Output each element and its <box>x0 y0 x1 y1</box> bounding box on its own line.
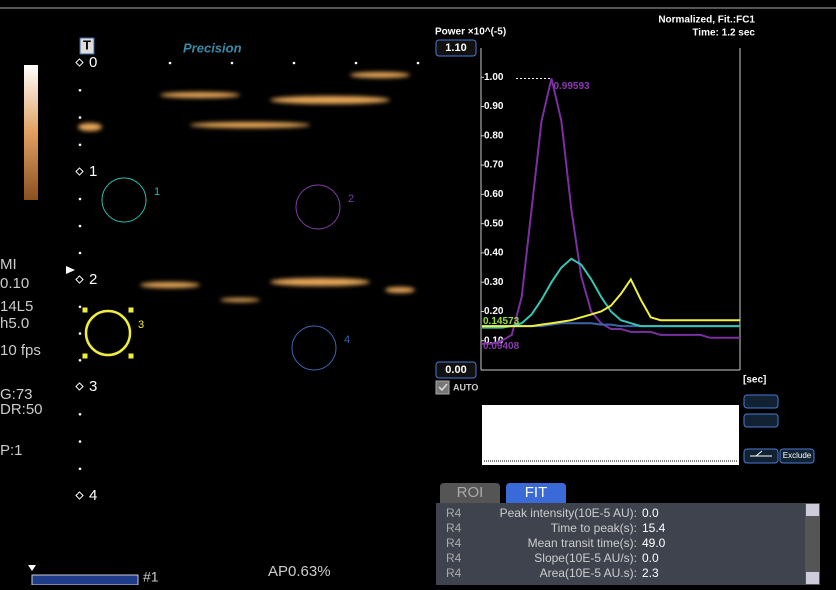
row-label: Mean transit time(s): <box>528 536 637 550</box>
y-tick-label: 0.60 <box>484 189 504 200</box>
row-roi: R4 <box>446 566 462 580</box>
scroll-down[interactable] <box>806 572 819 584</box>
logo: T <box>83 37 91 52</box>
info-text: 14L5 <box>0 298 33 315</box>
y-axis-label: Power ×10^(-5) <box>435 27 506 38</box>
roi-label: 2 <box>348 193 354 205</box>
depth-dot <box>79 467 82 470</box>
auto-checkbox[interactable] <box>436 381 449 394</box>
roi-label: 3 <box>138 319 144 331</box>
info-text: 10 fps <box>0 342 41 359</box>
tab-label: FIT <box>525 484 548 501</box>
exclude-label: Exclude <box>783 451 812 460</box>
roi-handle <box>83 354 88 359</box>
y-tick-label: 0.90 <box>484 101 504 112</box>
annotation: 0.09408 <box>483 341 520 352</box>
row-value: 0.0 <box>642 506 659 520</box>
row-value: 0.0 <box>642 551 659 565</box>
row-value: 15.4 <box>642 521 666 535</box>
row-value: 2.3 <box>642 566 659 580</box>
row-value: 49.0 <box>642 536 666 550</box>
depth-dot <box>293 62 296 65</box>
nav-button[interactable] <box>744 414 778 427</box>
depth-label: 2 <box>89 271 97 288</box>
y-tick-label: 0.30 <box>484 277 504 288</box>
info-text: 0.10 <box>0 275 29 292</box>
roi-handle <box>129 354 134 359</box>
info-text: MI <box>0 256 17 273</box>
info-text: h5.0 <box>0 315 29 332</box>
nav-button[interactable] <box>744 395 778 408</box>
row-roi: R4 <box>446 506 462 520</box>
y-tick-label: 0.70 <box>484 160 504 171</box>
annotation: 0.14573 <box>483 316 520 327</box>
scroll-up[interactable] <box>806 504 819 516</box>
roi-label: 4 <box>344 334 350 346</box>
roi-handle <box>83 308 88 313</box>
y-tick-label: 0.50 <box>484 218 504 229</box>
depth-dot <box>169 62 172 65</box>
info-text: P:1 <box>0 442 23 459</box>
row-roi: R4 <box>446 521 462 535</box>
row-roi: R4 <box>446 536 462 550</box>
preset: Precision <box>183 40 242 55</box>
depth-dot <box>79 89 82 92</box>
depth-label: 0 <box>89 54 97 71</box>
background <box>0 0 836 585</box>
depth-dot <box>79 413 82 416</box>
row-label: Slope(10E-5 AU/s): <box>534 551 637 565</box>
x-axis-label: [sec] <box>743 375 766 386</box>
depth-dot <box>417 62 420 65</box>
clip-label: #1 <box>143 569 159 585</box>
screen: T Precision AP0.63% #1 Power ×10^(-5) No… <box>0 0 836 585</box>
overview-plot <box>482 405 739 465</box>
time-label: Time: 1.2 sec <box>692 28 755 39</box>
depth-label: 4 <box>89 487 97 504</box>
chart-title: Normalized, Fit.:FC1 <box>658 15 755 26</box>
tab-label: ROI <box>457 484 484 501</box>
depth-dot <box>79 440 82 443</box>
info-text: DR:50 <box>0 401 43 418</box>
clip-bar <box>32 575 138 585</box>
row-roi: R4 <box>446 551 462 565</box>
depth-dot <box>355 62 358 65</box>
depth-dot <box>79 198 82 201</box>
auto-label: AUTO <box>453 382 478 392</box>
y-tick-label: 1.00 <box>484 72 504 83</box>
depth-dot <box>231 62 234 65</box>
y-tick-label: 1.10 <box>445 42 466 54</box>
row-label: Peak intensity(10E-5 AU): <box>500 506 637 520</box>
depth-dot <box>79 116 82 119</box>
y-tick-label: 0.80 <box>484 130 504 141</box>
row-label: Area(10E-5 AU.s): <box>540 566 637 580</box>
annotation: 0.99593 <box>553 81 590 92</box>
depth-dot <box>79 225 82 228</box>
y-tick-label: 0.40 <box>484 248 504 259</box>
roi-label: 1 <box>154 186 160 198</box>
depth-dot <box>79 332 82 335</box>
depth-label: 1 <box>89 163 97 180</box>
y-tick-label: 0.00 <box>445 364 466 376</box>
depth-dot <box>79 359 82 362</box>
depth-dot <box>79 252 82 255</box>
depth-dot <box>79 305 82 308</box>
depth-label: 3 <box>89 378 97 395</box>
roi-handle <box>129 308 134 313</box>
ap-value: AP0.63% <box>268 563 331 580</box>
row-label: Time to peak(s): <box>551 521 637 535</box>
depth-dot <box>79 143 82 146</box>
gray-map-bar <box>24 65 38 200</box>
